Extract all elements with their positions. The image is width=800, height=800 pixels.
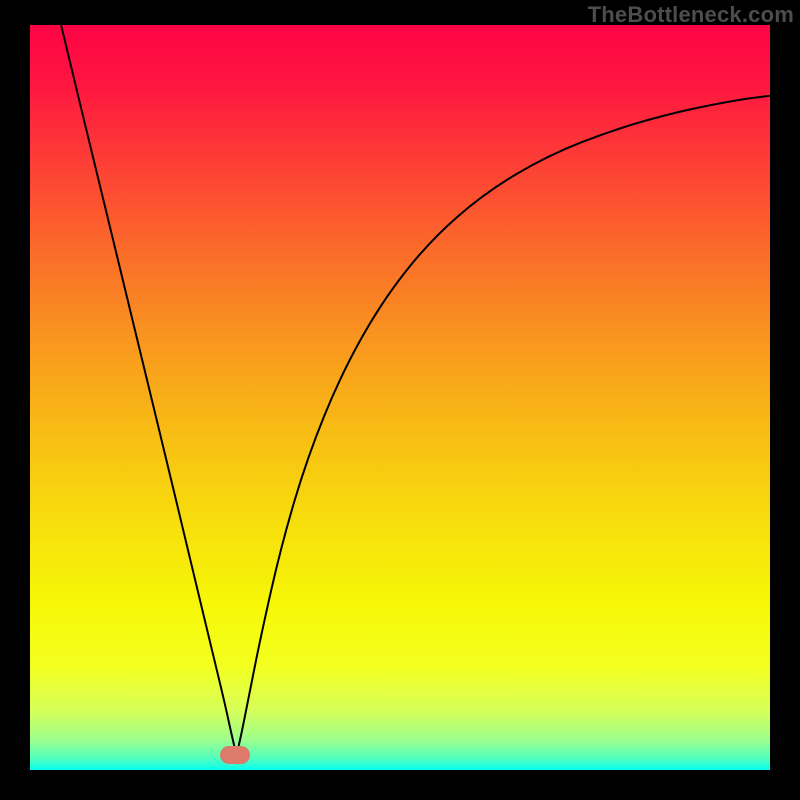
valley-marker: [220, 746, 250, 764]
watermark-text: TheBottleneck.com: [588, 2, 794, 28]
bottleneck-curve: [30, 25, 770, 770]
chart-frame: TheBottleneck.com: [0, 0, 800, 800]
